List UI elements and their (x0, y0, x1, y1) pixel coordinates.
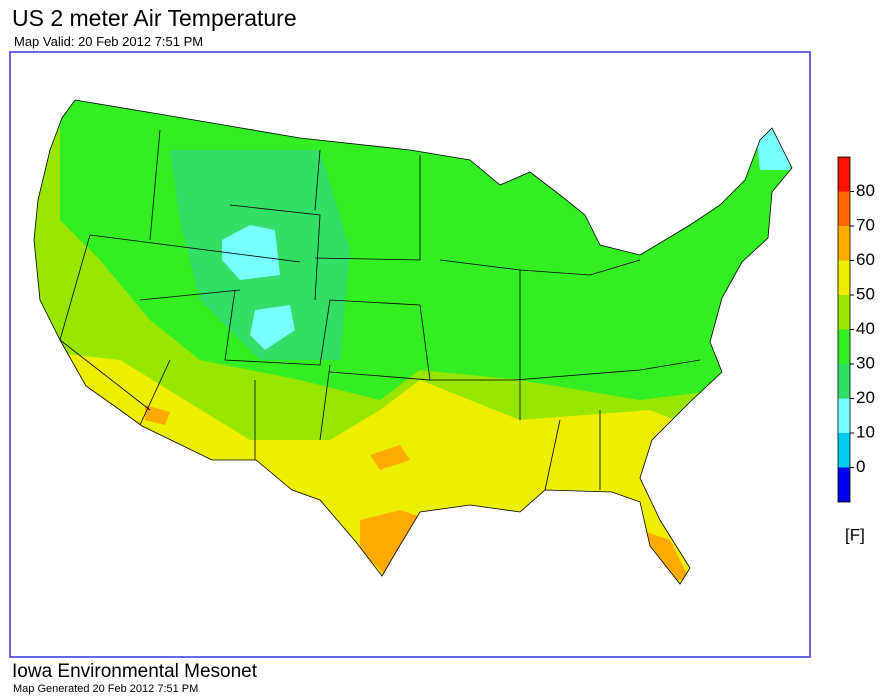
color-band (838, 260, 850, 295)
color-band (838, 364, 850, 399)
legend-tick-label: 30 (856, 353, 875, 372)
state-borders (59, 129, 701, 491)
legend-tick-label: 70 (856, 215, 875, 234)
legend-tick-label: 20 (856, 388, 875, 407)
color-band (838, 191, 850, 226)
color-band (838, 295, 850, 330)
footer-generated: Map Generated 20 Feb 2012 7:51 PM (13, 683, 198, 695)
legend-tick-label: 50 (856, 284, 875, 303)
temperature-field (34, 100, 792, 584)
legend-unit: [F] (845, 525, 865, 544)
color-band (838, 398, 850, 433)
color-legend: 0 10 20 30 40 50 60 70 80 (837, 156, 875, 503)
color-band (838, 467, 850, 502)
legend-tick-label: 10 (856, 422, 875, 441)
map-subtitle: Map Valid: 20 Feb 2012 7:51 PM (14, 34, 203, 49)
legend-tick-label: 0 (856, 457, 865, 476)
legend-tick-label: 40 (856, 319, 875, 338)
map-title: US 2 meter Air Temperature (12, 5, 297, 31)
legend-tick-label: 60 (856, 250, 875, 269)
color-band (838, 226, 850, 261)
legend-tick-label: 80 (856, 181, 875, 200)
footer-organization: Iowa Environmental Mesonet (12, 661, 258, 682)
color-band (838, 433, 850, 468)
color-band (838, 329, 850, 364)
map-frame (9, 51, 811, 658)
color-band (838, 157, 850, 192)
